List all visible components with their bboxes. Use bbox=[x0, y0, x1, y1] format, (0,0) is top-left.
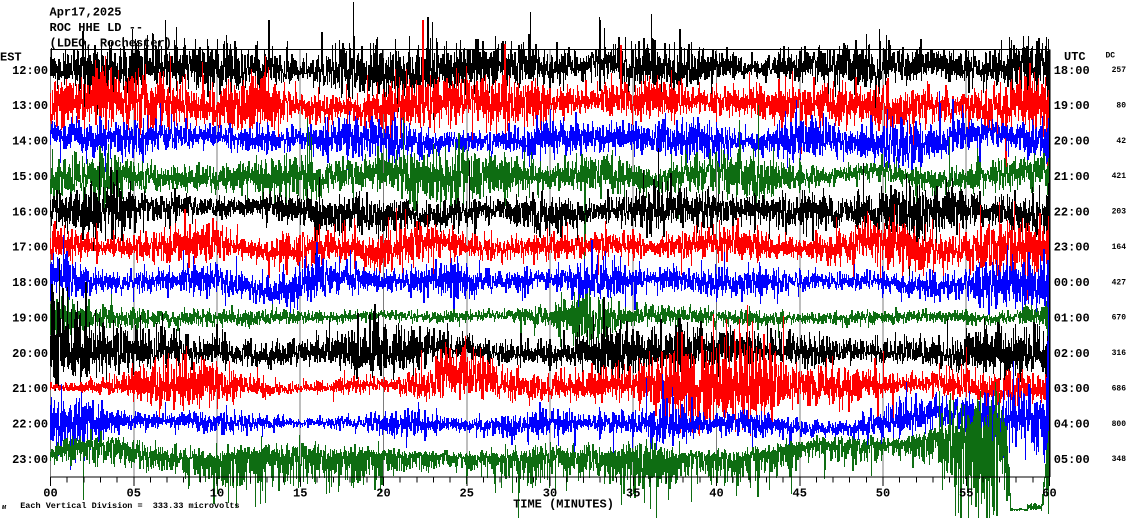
svg-text:DC: DC bbox=[1106, 51, 1116, 60]
svg-text:16:00: 16:00 bbox=[12, 205, 48, 219]
svg-text:164: 164 bbox=[1112, 243, 1127, 252]
svg-text:45: 45 bbox=[793, 487, 807, 501]
svg-text:203: 203 bbox=[1112, 208, 1127, 217]
svg-text:421: 421 bbox=[1112, 172, 1127, 181]
svg-text:348: 348 bbox=[1112, 455, 1127, 464]
svg-text:20:00: 20:00 bbox=[12, 347, 48, 361]
svg-text:18:00: 18:00 bbox=[12, 276, 48, 290]
svg-text:427: 427 bbox=[1112, 278, 1127, 287]
svg-text:25: 25 bbox=[460, 487, 474, 501]
svg-text:Each Vertical Division = 333.: Each Vertical Division = 333.33 microvol… bbox=[20, 501, 239, 511]
svg-text:14:00: 14:00 bbox=[12, 135, 48, 149]
svg-text:23:00: 23:00 bbox=[12, 453, 48, 467]
svg-text:670: 670 bbox=[1112, 314, 1127, 323]
svg-text:316: 316 bbox=[1112, 349, 1127, 358]
svg-text:257: 257 bbox=[1112, 66, 1127, 75]
svg-text:(LDEO, Rochester): (LDEO, Rochester) bbox=[50, 37, 172, 51]
svg-text:Apr17,2025: Apr17,2025 bbox=[50, 6, 122, 20]
svg-text:22:00: 22:00 bbox=[12, 418, 48, 432]
svg-text:30: 30 bbox=[543, 487, 557, 501]
svg-text:55: 55 bbox=[959, 487, 973, 501]
svg-text:20:00: 20:00 bbox=[1054, 135, 1090, 149]
svg-text:04:00: 04:00 bbox=[1054, 418, 1090, 432]
svg-text:13:00: 13:00 bbox=[12, 99, 48, 113]
svg-text:15:00: 15:00 bbox=[12, 170, 48, 184]
svg-text:12:00: 12:00 bbox=[12, 64, 48, 78]
svg-text:42: 42 bbox=[1116, 137, 1126, 146]
svg-text:м: м bbox=[1, 504, 7, 512]
svg-text:19:00: 19:00 bbox=[12, 311, 48, 325]
svg-text:UTC: UTC bbox=[1064, 50, 1086, 64]
svg-text:21:00: 21:00 bbox=[12, 382, 48, 396]
svg-text:50: 50 bbox=[876, 487, 890, 501]
svg-text:40: 40 bbox=[709, 487, 723, 501]
svg-text:EST: EST bbox=[0, 51, 22, 65]
svg-text:18:00: 18:00 bbox=[1054, 64, 1090, 78]
svg-text:00: 00 bbox=[43, 487, 57, 501]
svg-text:02:00: 02:00 bbox=[1054, 347, 1090, 361]
svg-text:35: 35 bbox=[626, 487, 640, 501]
svg-text:21:00: 21:00 bbox=[1054, 170, 1090, 184]
svg-text:05:00: 05:00 bbox=[1054, 453, 1090, 467]
svg-text:03:00: 03:00 bbox=[1054, 382, 1090, 396]
svg-text:17:00: 17:00 bbox=[12, 241, 48, 255]
svg-text:ROC HHE LD --: ROC HHE LD -- bbox=[50, 21, 144, 35]
svg-text:800: 800 bbox=[1112, 420, 1127, 429]
svg-text:20: 20 bbox=[376, 487, 390, 501]
svg-text:23:00: 23:00 bbox=[1054, 241, 1090, 255]
svg-text:00:00: 00:00 bbox=[1054, 276, 1090, 290]
svg-text:05: 05 bbox=[127, 487, 141, 501]
svg-text:01:00: 01:00 bbox=[1054, 311, 1090, 325]
svg-text:686: 686 bbox=[1112, 384, 1127, 393]
svg-text:60: 60 bbox=[1042, 487, 1056, 501]
svg-text:10: 10 bbox=[210, 487, 224, 501]
svg-text:TIME (MINUTES): TIME (MINUTES) bbox=[513, 498, 614, 512]
svg-text:22:00: 22:00 bbox=[1054, 205, 1090, 219]
svg-text:15: 15 bbox=[293, 487, 307, 501]
svg-text:80: 80 bbox=[1116, 101, 1126, 110]
svg-text:19:00: 19:00 bbox=[1054, 99, 1090, 113]
